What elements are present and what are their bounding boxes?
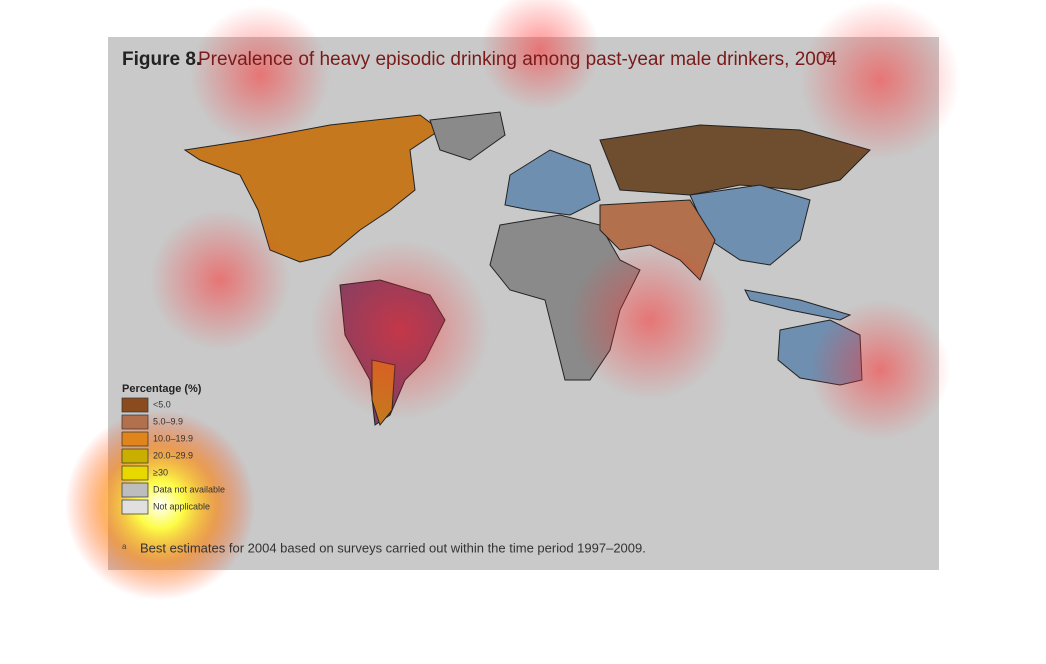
legend-label: <5.0 [153, 399, 171, 409]
legend-swatch [121, 414, 149, 430]
legend-label: 20.0–29.9 [153, 450, 193, 460]
legend-label: Not applicable [153, 501, 210, 511]
figure-title: Prevalence of heavy episodic drinking am… [198, 49, 837, 70]
greenland [429, 111, 506, 161]
legend-label: 10.0–19.9 [153, 433, 193, 443]
legend-swatch [121, 448, 149, 464]
china [689, 184, 811, 266]
legend-swatch [121, 465, 149, 481]
legend-label: Data not available [153, 484, 225, 494]
heat-overlay [65, 0, 960, 600]
legend-swatch [121, 482, 149, 498]
legend-label: ≥30 [153, 467, 168, 477]
legend-title: Percentage (%) [122, 383, 202, 395]
legend-swatch [121, 397, 149, 413]
figure-label: Figure 8. [122, 49, 201, 70]
title-note: a [825, 50, 831, 61]
legend: <5.0 5.0–9.9 10.0–19.9 20.0–29.9 ≥30 Data not… [121, 397, 225, 515]
legend-swatch [121, 499, 149, 515]
north-america [183, 114, 441, 263]
russia [599, 124, 871, 196]
legend-label: 5.0–9.9 [153, 416, 183, 426]
footnote: Best estimates for 2004 based on surveys… [140, 540, 646, 555]
europe [504, 149, 601, 216]
legend-swatch [121, 431, 149, 447]
footnote-mark: a [122, 542, 127, 551]
